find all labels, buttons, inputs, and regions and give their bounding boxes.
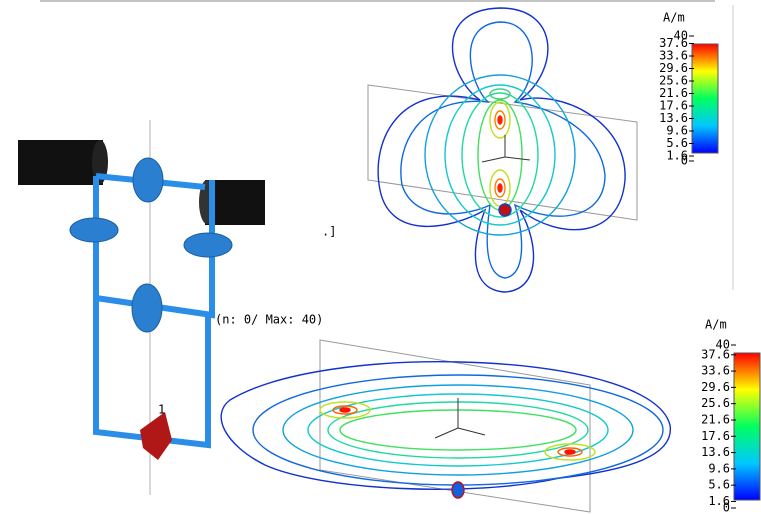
color-bar [733,352,761,501]
legend-tick-label: 37.6 [701,347,730,361]
legend-tick-label: 29.6 [659,61,688,75]
legend-tick-label: 9.6 [666,124,688,138]
legend-tick-label: 40 [674,29,688,43]
legend-tick-label: 5.6 [708,478,730,492]
legend-tick-label: 37.6 [659,36,688,50]
legend-tick-label: 33.6 [659,49,688,63]
legend-tick-label: 25.6 [659,74,688,88]
legend-tick-label: 29.6 [701,380,730,394]
text-fragment: .] [322,225,336,239]
legend-tick-label: 21.6 [659,86,688,100]
color-bar [691,43,719,154]
port-label: 1 [158,403,165,417]
legend-tick-label: 13.6 [701,445,730,459]
legend-tick-label: 0 [681,154,688,168]
legend-unit: A/m [663,11,685,25]
legend-tick-label: 13.6 [659,111,688,125]
legend-tick-label: 17.6 [659,99,688,113]
top-field-plot [367,7,638,293]
legend-tick-label: 21.6 [701,412,730,426]
legend-tick-label: 40 [716,338,730,352]
legend-tick-label: 1.6 [708,494,730,508]
legend-tick-label: 9.6 [708,461,730,475]
legend-tick-label: 1.6 [666,149,688,163]
legend-tick-label: 0 [723,501,730,514]
bottom-field-plot [220,339,671,513]
legend-tick-label: 5.6 [666,136,688,150]
antenna: 1 [18,120,265,495]
range-caption: (n: 0/ Max: 40) [215,313,323,327]
legend-unit: A/m [705,318,727,332]
legend-tick-label: 25.6 [701,396,730,410]
legend-tick-label: 33.6 [701,364,730,378]
legend-tick-label: 17.6 [701,429,730,443]
